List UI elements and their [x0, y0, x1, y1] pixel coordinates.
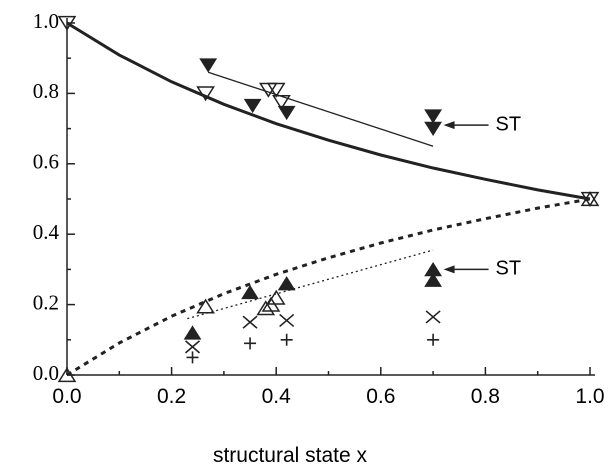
x-tick-label: 0.4: [262, 385, 292, 408]
curve: [187, 249, 434, 320]
point: [57, 15, 77, 31]
point: [244, 337, 257, 350]
x-tick-label: 1.0: [575, 385, 604, 408]
annotation: ST: [496, 258, 522, 280]
point: [280, 333, 293, 346]
point: [186, 351, 199, 364]
x-tick-label: 0.6: [366, 385, 395, 408]
y-tick-label: 0.6: [33, 150, 59, 174]
point: [243, 98, 262, 114]
curve: [66, 197, 591, 377]
point: [199, 58, 218, 73]
point: [266, 82, 286, 98]
y-tick-label: 0.0: [33, 361, 59, 385]
curve: [66, 21, 591, 201]
y-tick-label: 0.4: [33, 220, 60, 244]
point: [256, 300, 276, 316]
point: [424, 272, 443, 287]
point: [424, 109, 443, 124]
x-tick-label: 0.0: [52, 385, 81, 408]
y-tick-label: 1.0: [33, 9, 59, 33]
point: [427, 333, 440, 346]
x-tick-label: 0.2: [157, 385, 186, 408]
x-axis-label: structural state x: [213, 444, 368, 467]
point: [277, 105, 296, 121]
annotation: ST: [496, 113, 522, 135]
point: [425, 310, 441, 324]
point: [424, 121, 443, 136]
point: [196, 86, 215, 102]
point: [184, 340, 201, 354]
point: [196, 298, 215, 314]
point: [580, 191, 600, 207]
point: [57, 367, 77, 383]
x-tick-label: 0.8: [471, 385, 500, 408]
annotation-arrowhead: [443, 265, 455, 274]
point: [277, 276, 296, 291]
point: [242, 315, 258, 329]
curve: [208, 71, 434, 147]
point: [183, 325, 202, 340]
annotation-arrowhead: [443, 121, 455, 130]
point: [266, 289, 286, 305]
y-tick-label: 0.2: [33, 290, 59, 314]
point: [272, 95, 291, 111]
y-tick-label: 0.8: [33, 79, 59, 103]
point: [279, 313, 295, 328]
point: [241, 284, 259, 300]
